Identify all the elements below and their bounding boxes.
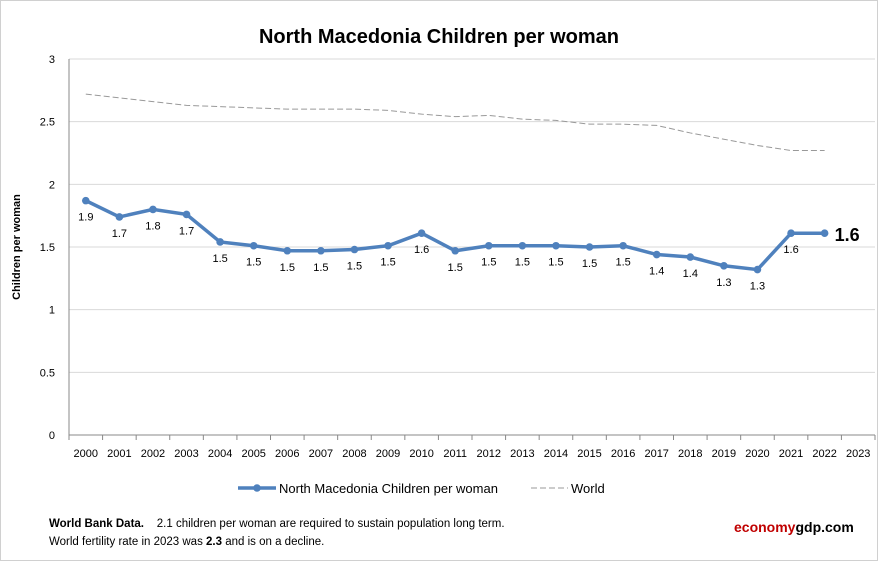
data-label: 1.5 (515, 257, 530, 269)
data-point (283, 246, 292, 255)
data-point (384, 241, 392, 250)
data-label: 1.5 (246, 257, 261, 269)
footer-line-2: World fertility rate in 2023 was 2.3 and… (49, 536, 324, 548)
data-point (686, 253, 695, 261)
x-tick-label: 2004 (208, 448, 232, 460)
brand-part-a: economy (734, 519, 796, 535)
legend-label-world: World (571, 481, 605, 496)
data-label: 1.5 (380, 257, 395, 269)
data-label: 1.5 (481, 257, 496, 269)
data-point (518, 241, 527, 250)
data-point (552, 241, 560, 250)
north-macedonia-line (85, 199, 825, 272)
data-label: 1.5 (582, 258, 597, 270)
brand-logo[interactable]: economygdp.com (734, 519, 854, 535)
data-label: 1.5 (347, 261, 362, 273)
data-label: 1.5 (280, 262, 295, 274)
x-tick-label: 2015 (577, 448, 601, 460)
x-tick-label: 2005 (241, 448, 265, 460)
data-point (350, 245, 359, 254)
data-point (149, 205, 157, 214)
y-tick-label: 3 (49, 54, 55, 66)
x-tick-label: 2003 (174, 448, 198, 460)
x-tick-label: 2021 (779, 448, 803, 460)
data-point (652, 250, 661, 259)
x-tick-label: 2000 (74, 448, 98, 460)
data-label: 1.5 (615, 257, 630, 269)
x-tick-label: 2017 (644, 448, 668, 460)
data-label: 1.6 (783, 244, 798, 256)
data-point (417, 229, 426, 238)
data-point (753, 265, 762, 274)
data-point (585, 243, 594, 251)
footer-source: World Bank Data. (49, 518, 144, 530)
legend-marker-point (253, 484, 261, 492)
footer-world-rate: 2.3 (206, 536, 223, 548)
data-point (820, 229, 829, 238)
data-point (720, 262, 728, 270)
x-tick-label: 2010 (409, 448, 433, 460)
brand-part-b: gdp.com (795, 519, 854, 535)
data-point (317, 246, 325, 255)
x-tick-label: 2022 (812, 448, 836, 460)
data-label: 1.7 (112, 228, 127, 240)
x-tick-label: 2009 (376, 448, 400, 460)
x-tick-label: 2020 (745, 448, 769, 460)
y-axis-label: Children per woman (11, 194, 23, 300)
y-tick-label: 1.5 (40, 242, 55, 254)
footer-text: World fertility rate in 2023 was (49, 536, 207, 548)
footer-note: 2.1 children per woman are required to s… (156, 518, 505, 530)
y-tick-label: 2 (49, 179, 55, 191)
world-line (85, 93, 825, 151)
x-tick-label: 2002 (141, 448, 165, 460)
x-tick-label: 2016 (611, 448, 635, 460)
data-point (484, 241, 493, 250)
x-tick-label: 2018 (678, 448, 702, 460)
x-tick-label: 2023 (846, 448, 870, 460)
x-tick-label: 2001 (107, 448, 131, 460)
footer-text: and is on a decline. (222, 536, 325, 548)
data-label: 1.9 (78, 212, 93, 224)
x-tick-label: 2012 (477, 448, 501, 460)
x-tick-label: 2013 (510, 448, 534, 460)
data-label: 1.8 (145, 220, 160, 232)
y-tick-label: 2.5 (40, 117, 55, 129)
data-label: 1.6 (414, 244, 429, 256)
x-tick-label: 2008 (342, 448, 366, 460)
footer-line-1: World Bank Data. 2.1 children per woman … (49, 518, 505, 530)
data-point (115, 213, 124, 221)
y-tick-label: 0.5 (40, 367, 55, 379)
data-point (451, 246, 460, 255)
chart-title: North Macedonia Children per woman (259, 26, 619, 48)
data-point (81, 196, 90, 205)
x-tick-label: 2006 (275, 448, 299, 460)
data-label: 1.7 (179, 225, 194, 237)
legend-label-north-macedonia: North Macedonia Children per woman (279, 481, 498, 496)
x-tick-label: 2019 (712, 448, 736, 460)
data-label: 1.5 (313, 262, 328, 274)
data-label: 1.4 (649, 266, 664, 278)
data-point (787, 229, 795, 238)
data-point (619, 241, 627, 250)
data-label: 1.4 (683, 268, 698, 280)
y-tick-label: 0 (49, 430, 55, 442)
data-label: 1.3 (716, 277, 731, 289)
data-label: 1.5 (212, 253, 227, 265)
data-label: 1.5 (448, 262, 463, 274)
data-point (182, 210, 191, 219)
data-point (249, 241, 258, 250)
y-tick-label: 1 (49, 305, 55, 317)
last-value-label: 1.6 (835, 225, 860, 245)
data-label: 1.5 (548, 257, 563, 269)
x-tick-label: 2011 (443, 448, 467, 460)
data-point (216, 238, 224, 246)
x-tick-label: 2014 (544, 448, 568, 460)
data-label: 1.3 (750, 281, 765, 293)
x-tick-label: 2007 (309, 448, 333, 460)
line-chart: North Macedonia Children per woman Child… (11, 26, 876, 496)
